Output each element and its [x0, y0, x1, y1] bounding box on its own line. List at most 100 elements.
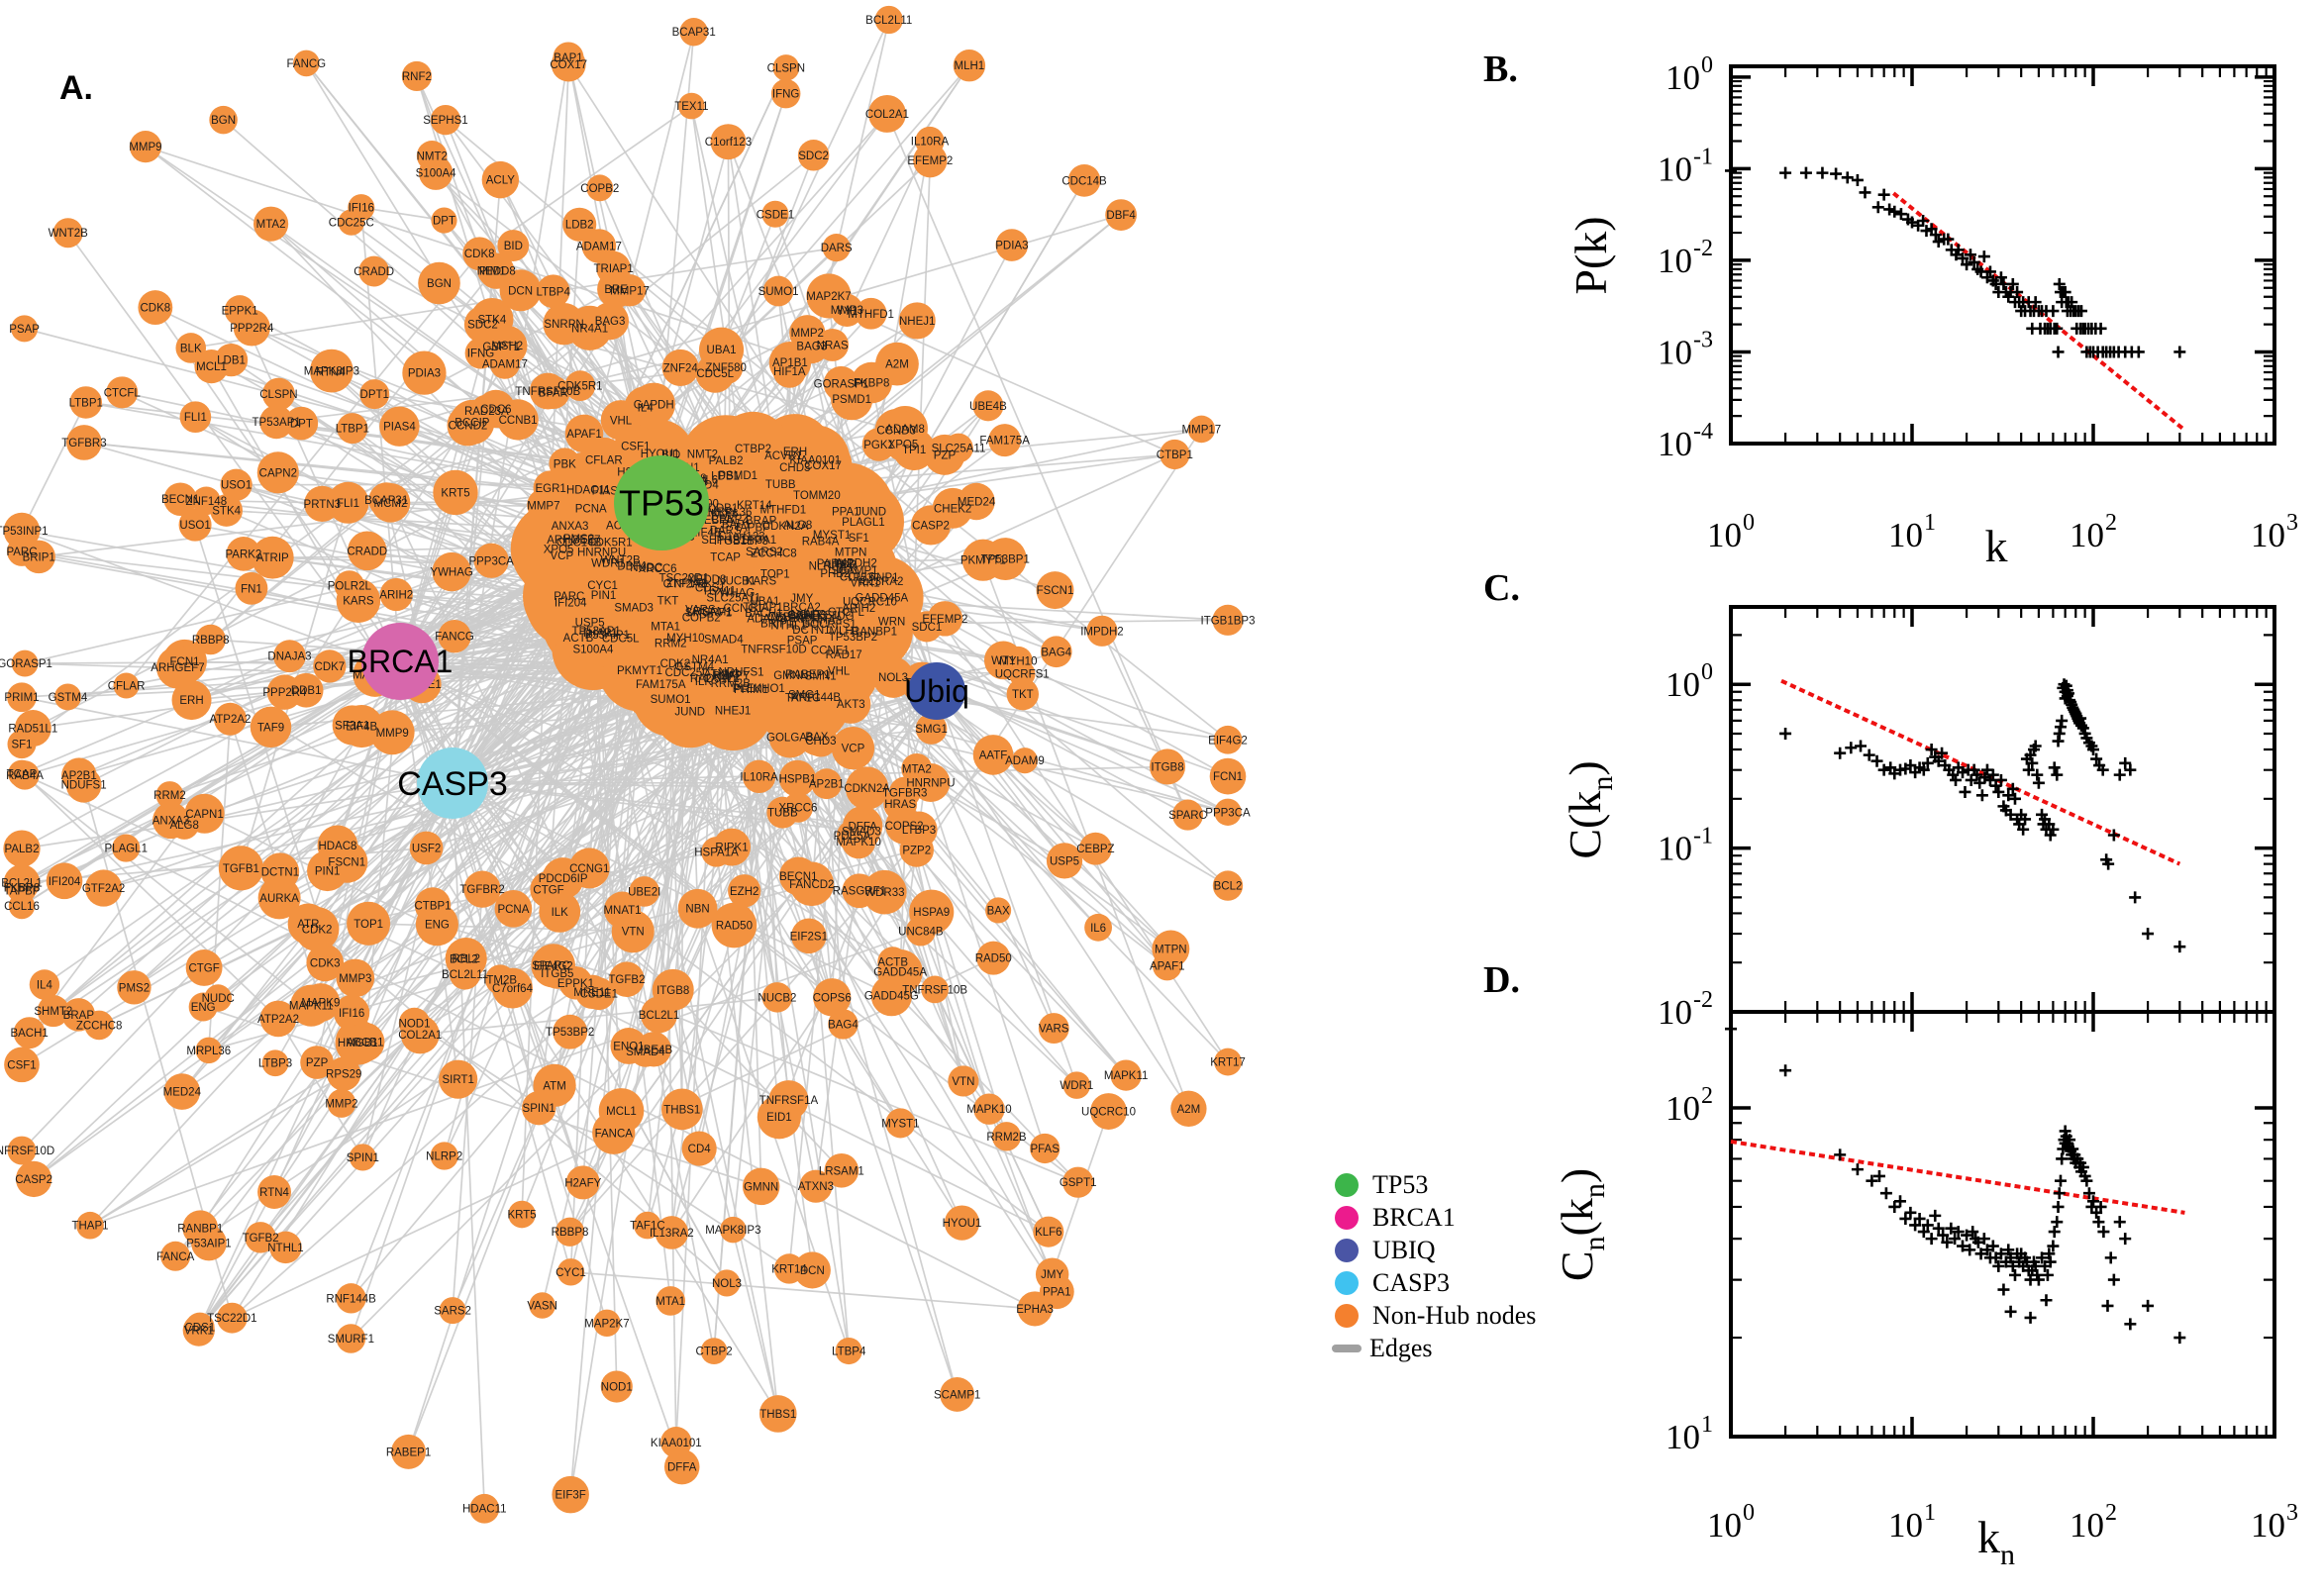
- network-node: [1035, 1257, 1069, 1291]
- network-node-label: CTBP2: [696, 1347, 733, 1358]
- network-node-label: ACLY: [486, 175, 516, 187]
- network-node-label: IL13RA2: [859, 576, 904, 588]
- network-node-label: TEX11: [674, 101, 708, 113]
- network-node-label: PIAS4: [383, 422, 416, 434]
- network-edge: [21, 772, 312, 1007]
- network-node-label: BCL2: [1214, 881, 1243, 893]
- network-node-label: MYST1: [881, 1118, 919, 1130]
- network-node-label: VARS: [1039, 1024, 1069, 1036]
- network-node-label: LDB1: [711, 471, 740, 483]
- network-node-label: RRM2: [655, 639, 687, 650]
- network-node-label: FKBP8: [854, 378, 889, 390]
- y-tick-label: 101: [1666, 1412, 1713, 1456]
- network-node: [494, 889, 533, 928]
- network-edge: [936, 690, 1168, 967]
- minor-ticks: [1731, 66, 2274, 444]
- network-node-label: GADD45A: [856, 592, 909, 604]
- hub-Ubiq: [908, 662, 965, 720]
- network-node-label: SARS2: [746, 547, 783, 558]
- network-node-label: KIAA0101: [789, 454, 841, 466]
- network-node-label: DBF4: [617, 561, 647, 573]
- network-node-label: STK4: [212, 506, 241, 518]
- network-node-label: GADD45A: [873, 967, 927, 979]
- network-node-label: HNRNPU: [906, 777, 955, 789]
- axis-frame: [1729, 1010, 2276, 1439]
- network-node: [210, 494, 243, 527]
- network-node-label: CDC25C: [329, 218, 374, 230]
- network-node-label: LTBP4: [537, 286, 571, 298]
- network-node: [188, 992, 218, 1022]
- network-node-labels: CDK2 NEDD8 KARS DDB1 PCNA XRCC6 AURKA YWHAG PHB2…: [0, 15, 1255, 1516]
- network-node-label: DARS: [821, 243, 853, 254]
- network-node-label: LTBP3: [902, 825, 936, 837]
- network-node-label: COL2A1: [865, 109, 909, 121]
- network-node: [562, 207, 597, 242]
- network-node: [742, 759, 776, 794]
- network-node-label: VRK1: [184, 1326, 214, 1338]
- network-edge: [732, 674, 792, 1231]
- network-node-label: MCL1: [606, 1106, 637, 1118]
- network-node: [1212, 870, 1244, 901]
- network-node-label: COL2A1: [398, 1030, 442, 1042]
- network-node: [533, 1063, 576, 1107]
- network-node-label: ENG: [425, 920, 450, 932]
- network-node-label: MAP2K7: [806, 291, 851, 303]
- network-node-label: CAPN1: [185, 809, 223, 821]
- major-ticks: [1729, 1012, 2276, 1439]
- network-node-label: KLF6: [1035, 1227, 1062, 1239]
- network-node-label: MED24: [958, 497, 996, 509]
- network-node: [179, 401, 212, 434]
- network-node: [163, 482, 197, 516]
- network-node-label: MAPK9: [301, 998, 340, 1010]
- network-node-label: EIF4G2: [1208, 735, 1248, 747]
- network-node-label: VHL: [828, 666, 851, 678]
- network-node-label: GSTM4: [49, 692, 88, 704]
- network-node: [766, 439, 801, 472]
- network-node-label: HMGB1: [338, 1038, 378, 1049]
- network-node: [336, 1283, 366, 1314]
- network-node-label: SCAMP1: [831, 565, 877, 577]
- network-node: [655, 1216, 689, 1249]
- network-node-label: ADAM17: [576, 241, 622, 252]
- network-node-label: ILK: [695, 676, 713, 688]
- network-node-label: MMP7: [527, 500, 559, 512]
- network-node: [804, 724, 838, 757]
- network-node-label: VHL: [610, 415, 633, 427]
- network-node: [313, 649, 347, 683]
- network-node-label: CTBP1: [1157, 449, 1193, 461]
- network-node-label: XPO5: [544, 544, 574, 555]
- network-node-label: MYH10: [666, 633, 704, 645]
- network-node-label: ATR: [297, 919, 319, 931]
- network-node-label: SF1: [11, 740, 32, 751]
- network-node: [1011, 748, 1039, 774]
- network-node: [473, 543, 509, 578]
- x-axis-title: kn: [1977, 1512, 2015, 1571]
- network-node-label: BAG4: [828, 1019, 858, 1031]
- network-node-label: IFNG: [772, 89, 800, 101]
- y-tick-label: 10-1: [1658, 824, 1713, 868]
- network-node: [1152, 950, 1182, 981]
- network-node: [1170, 1090, 1207, 1127]
- network-edge: [558, 690, 938, 913]
- y-tick-label: 100: [1666, 52, 1713, 97]
- network-edge: [846, 309, 1175, 455]
- x-tick-label: 102: [2070, 510, 2117, 554]
- legend-item: Non-Hub nodes: [1335, 1299, 1652, 1332]
- network-node: [430, 1142, 458, 1170]
- legend-node-swatch: [1335, 1238, 1359, 1262]
- network-node: [539, 890, 581, 933]
- network-node-label: THBS1: [663, 1104, 700, 1116]
- network-node-label: GSPT1: [482, 342, 520, 353]
- network-edge: [553, 964, 1079, 1183]
- network-node-label: SARS2: [434, 1306, 471, 1318]
- network-node-label: SIRT1: [442, 1074, 473, 1086]
- network-node: [175, 333, 207, 363]
- network-node: [842, 812, 881, 851]
- network-node-label: VTN: [622, 927, 645, 939]
- network-node-label: AP2B1: [61, 770, 97, 782]
- network-edge: [277, 1018, 364, 1158]
- network-node-label: COPB2: [682, 613, 721, 625]
- network-node-label: PPP2R4: [230, 323, 274, 335]
- network-node-label: TAPBP: [734, 522, 770, 534]
